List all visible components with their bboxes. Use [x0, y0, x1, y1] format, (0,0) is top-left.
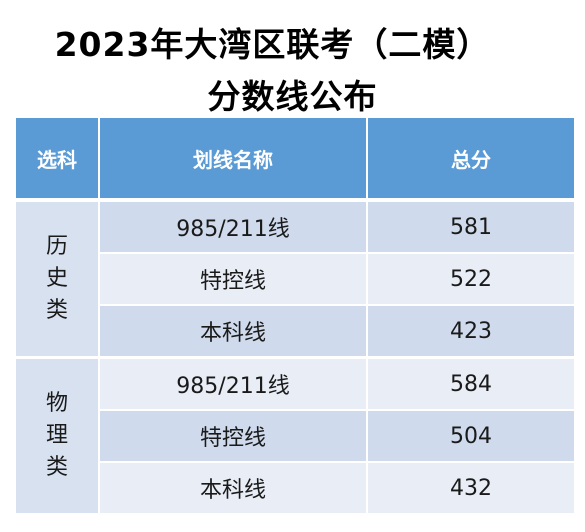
page-subtitle: 分数线公布 — [207, 77, 378, 116]
table-row: 历 史 类 985/211线 581 — [14, 198, 576, 359]
line-name-cell: 特控线 — [98, 253, 368, 306]
table-row: 本科线 423 — [15, 305, 576, 359]
subject-history: 历 史 类 — [14, 198, 100, 359]
table-row: 物 理 类 985/211线 584 — [14, 356, 576, 515]
table-header-row: 选科 划线名称 总分 — [14, 118, 576, 202]
line-name-cell: 特控线 — [98, 410, 368, 463]
subject-physics: 物 理 类 — [14, 356, 100, 515]
table-row: 特控线 522 — [15, 253, 576, 306]
table-row: 特控线 504 — [15, 410, 576, 463]
score-cell: 581 — [366, 198, 576, 254]
score-table: 选科 划线名称 总分 历 史 类 985/211线 581 特控线 522 本科… — [14, 118, 576, 515]
line-name-cell: 本科线 — [98, 462, 368, 515]
line-name-cell: 985/211线 — [98, 198, 368, 254]
score-cell: 522 — [366, 253, 576, 306]
header-line-name: 划线名称 — [98, 118, 368, 202]
header-total-score: 总分 — [366, 118, 576, 202]
score-cell: 504 — [366, 410, 576, 463]
score-cell: 584 — [366, 356, 576, 411]
line-name-cell: 985/211线 — [98, 356, 368, 411]
line-name-cell: 本科线 — [98, 305, 368, 359]
table-row: 本科线 432 — [15, 462, 576, 515]
page-title: 2023年大湾区联考（二模） — [54, 25, 491, 64]
header-subject: 选科 — [14, 118, 100, 202]
score-cell: 432 — [366, 462, 576, 515]
score-cell: 423 — [366, 305, 576, 359]
